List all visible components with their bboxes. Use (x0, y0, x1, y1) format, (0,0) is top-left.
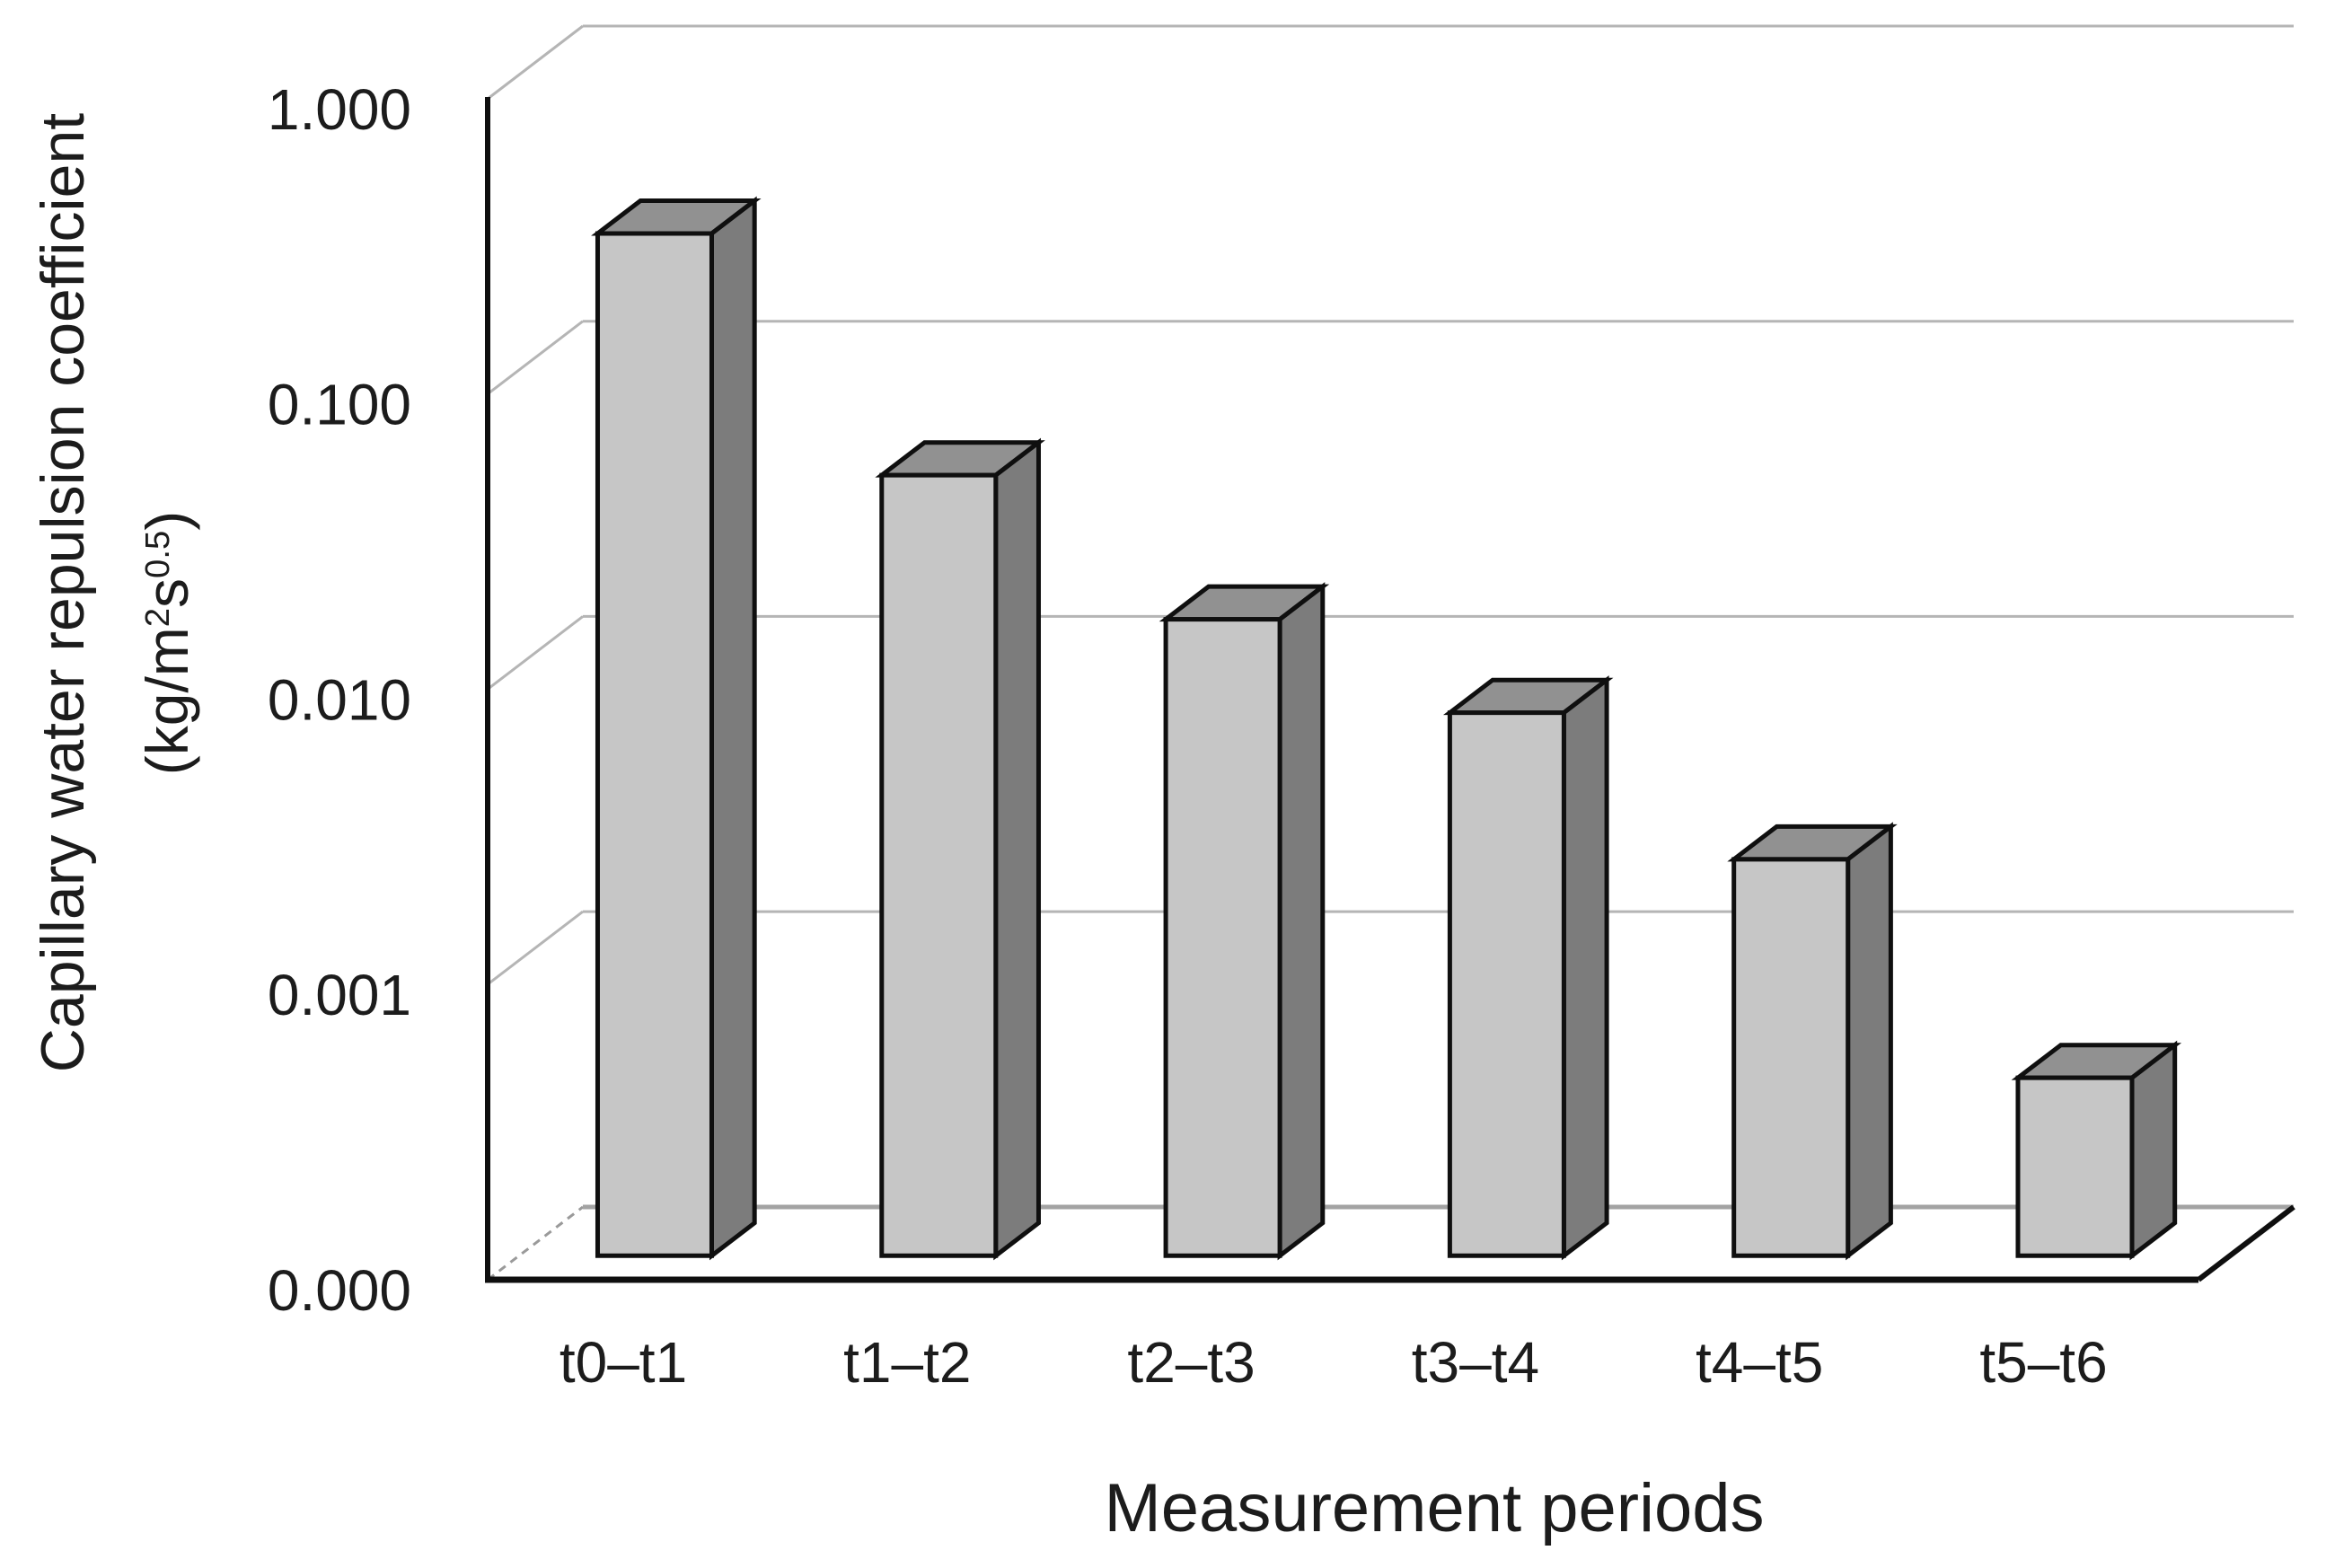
x-category-label-t5-t6: t5–t6 (1979, 1330, 2107, 1395)
y-tick-label-0.000: 0.000 (268, 1258, 411, 1323)
bar-front-face-t1-t2 (879, 472, 999, 1258)
x-category-label-t3-t4: t3–t4 (1412, 1330, 1539, 1395)
bar-side-face-t2-t3 (1277, 582, 1326, 1261)
y-tick-label-1.000: 1.000 (268, 77, 411, 142)
y-units-superscript-05: 0.5 (137, 530, 177, 578)
y-axis-title-text: Capillary water repulsion coefficient (29, 112, 97, 1073)
bar-side-face-t5-t6 (2129, 1040, 2178, 1261)
floor-right-edge (2197, 1204, 2295, 1282)
bar-front-face-t4-t5 (1731, 857, 1851, 1258)
floor-left-edge (487, 1205, 584, 1282)
side-wall-gridline (487, 910, 584, 986)
bar-side-face-t3-t4 (1561, 675, 1609, 1261)
bar-side-face-t0-t1 (709, 196, 757, 1261)
x-category-label-t4-t5: t4–t5 (1696, 1330, 1823, 1395)
x-axis-title: Measurement periods (1104, 1470, 1765, 1546)
side-wall-gridline (487, 615, 584, 691)
bar-front-face-t2-t3 (1163, 617, 1282, 1258)
bar-side-face-t1-t2 (993, 437, 1041, 1261)
y-tick-label-0.010: 0.010 (268, 667, 411, 732)
y-units-superscript-2: 2 (137, 607, 177, 628)
bar-side-face-t4-t5 (1846, 822, 1893, 1261)
y-axis-units: (kg/m2s0.5) (134, 510, 200, 776)
y-axis-title: Capillary water repulsion coefficient (29, 113, 97, 1072)
y-tick-label-0.001: 0.001 (268, 963, 411, 1027)
side-wall-gridline (487, 320, 584, 395)
x-category-label-t2-t3: t2–t3 (1127, 1330, 1255, 1395)
x-category-label-t1-t2: t1–t2 (843, 1330, 971, 1395)
bar-front-face-t0-t1 (595, 231, 714, 1258)
y-units-prefix: (kg/m (134, 627, 200, 776)
bar-front-face-t3-t4 (1447, 710, 1566, 1258)
bar-front-face-t5-t6 (2015, 1075, 2135, 1258)
y-units-suffix: ) (134, 510, 200, 531)
side-wall-gridline (487, 24, 584, 101)
y-units-s: s (134, 577, 200, 608)
x-category-label-t0-t1: t0–t1 (559, 1330, 687, 1395)
y-tick-label-0.100: 0.100 (268, 373, 411, 437)
